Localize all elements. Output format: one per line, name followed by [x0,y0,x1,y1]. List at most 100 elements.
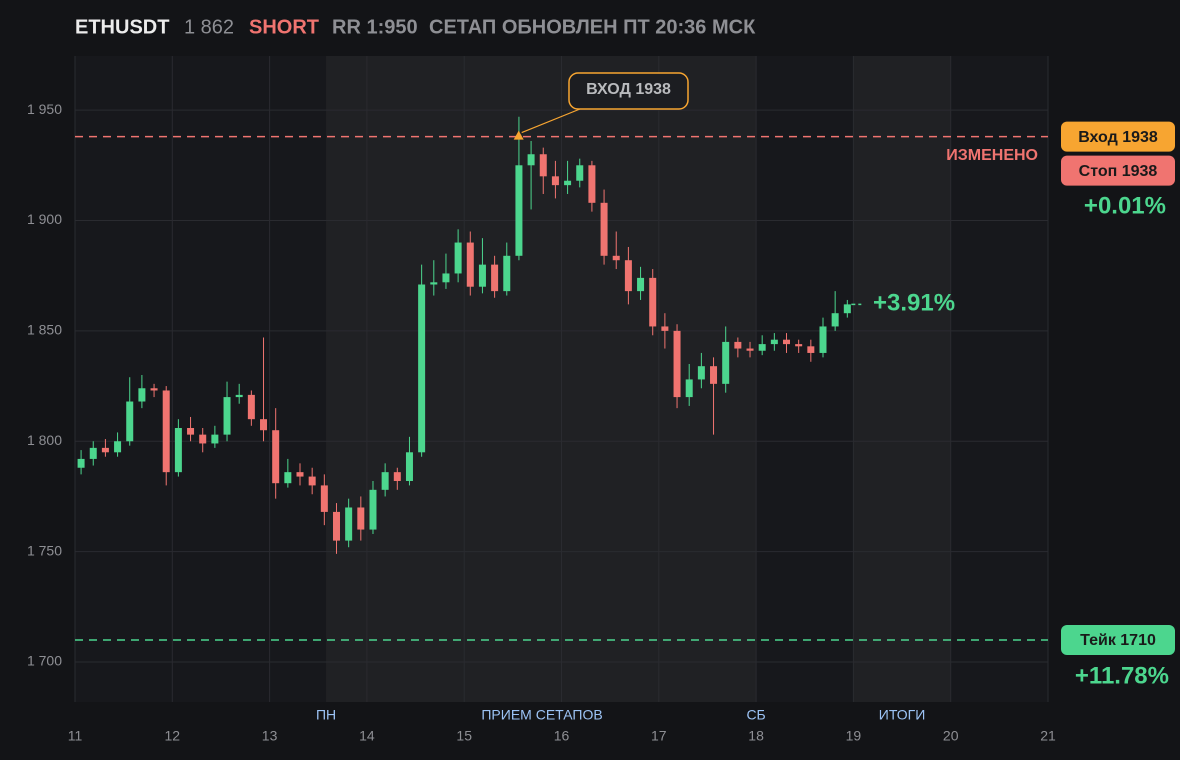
side: SHORT [249,16,319,38]
x-tick-label: 19 [846,728,862,744]
level-tag [1061,624,1175,655]
candle-body [211,434,219,444]
last-change: +3.91% [873,290,955,317]
candle-body [661,326,669,331]
x-tick-label: 11 [68,728,83,744]
candle-body [284,472,292,484]
level-tag [1061,121,1175,152]
session-label: ПН [316,707,336,723]
candle-body [272,430,280,484]
x-tick-label: 17 [651,728,667,744]
candle-body [357,507,365,530]
candle-body [320,485,328,512]
callout-label: ВХОД 1938 [586,81,671,98]
candle-body [697,366,705,380]
candle-body [649,277,657,327]
candle-body [807,346,815,353]
candle-body [418,284,426,453]
candle-body [491,264,499,292]
candle-body [89,447,97,459]
x-tick-label: 13 [262,728,278,744]
level-tag-label: Тейк 1710 [1080,632,1156,649]
x-tick-label: 18 [748,728,764,744]
status: СЕТАП ОБНОВЛЕН ПТ 20:36 МСК [429,16,756,38]
level-tag-label: Стоп 1938 [1079,163,1158,180]
session-shade [326,56,757,702]
candle-body [624,260,632,292]
candle-body [539,154,547,177]
candle-body [430,282,438,285]
level-change: +11.78% [1075,662,1169,689]
y-tick-label: 1 850 [27,322,62,338]
level-note: ИЗМЕНЕНО [946,147,1038,164]
x-tick-label: 15 [456,728,472,744]
candle-body [551,176,559,186]
price: 1 862 [184,16,234,38]
y-tick-label: 1 900 [27,211,62,227]
candle-body [576,165,584,181]
candle-body [187,428,195,435]
candle-body [381,472,389,490]
callout-line [521,108,581,134]
candle-body [126,401,134,442]
level-change: +0.01% [1084,192,1166,219]
candle-body [405,452,413,481]
candle-body [150,388,158,391]
candle-body [612,255,620,261]
candle-body [162,390,170,473]
candle-body [223,397,231,435]
y-tick-label: 1 950 [27,101,62,117]
entry-marker [513,130,524,140]
candle-body [478,264,486,287]
y-tick-label: 1 800 [27,432,62,448]
session-label: ИТОГИ [879,707,926,723]
candle-body [503,255,511,292]
x-tick-label: 12 [165,728,181,744]
session-label: СБ [746,707,765,723]
candle-body [466,242,474,287]
candle-body [345,507,353,541]
candle-body [746,348,754,351]
candle-body [247,394,255,420]
session-shade [853,56,951,702]
candle-body [783,339,791,345]
candle-body [527,154,535,166]
x-tick-label: 21 [1040,728,1056,744]
candle-body [600,202,608,256]
candle-body [588,165,596,203]
x-tick-label: 20 [943,728,959,744]
candle-body [831,313,839,327]
candle-body [393,472,401,481]
candle-body [114,441,122,453]
candle-body [77,458,85,468]
candle-body [174,428,182,473]
candle-body [442,273,450,283]
candle-body [722,341,730,384]
candle-body [296,472,304,477]
candle-body [260,419,268,431]
candle-body [685,379,693,398]
candle-body [308,476,316,486]
level-tag-label: Вход 1938 [1078,129,1158,146]
x-tick-label: 14 [359,728,375,744]
x-tick-label: 16 [554,728,570,744]
candle-body [199,434,207,444]
candle-body [369,489,377,530]
candle-body [795,344,803,347]
candle-body [819,326,827,353]
candle-body [710,366,718,384]
session-label: ПРИЕМ СЕТАПОВ [481,707,602,723]
rr: RR 1:950 [332,16,418,38]
candle-body [235,394,243,398]
callout-box [568,72,689,110]
candle-body [332,511,340,541]
candle-body [138,388,146,402]
level-tag [1061,155,1175,186]
y-tick-label: 1 700 [27,653,62,669]
candle-body [770,339,778,345]
candle-body [637,277,645,292]
candle-body [564,180,572,186]
candle-body [734,341,742,349]
